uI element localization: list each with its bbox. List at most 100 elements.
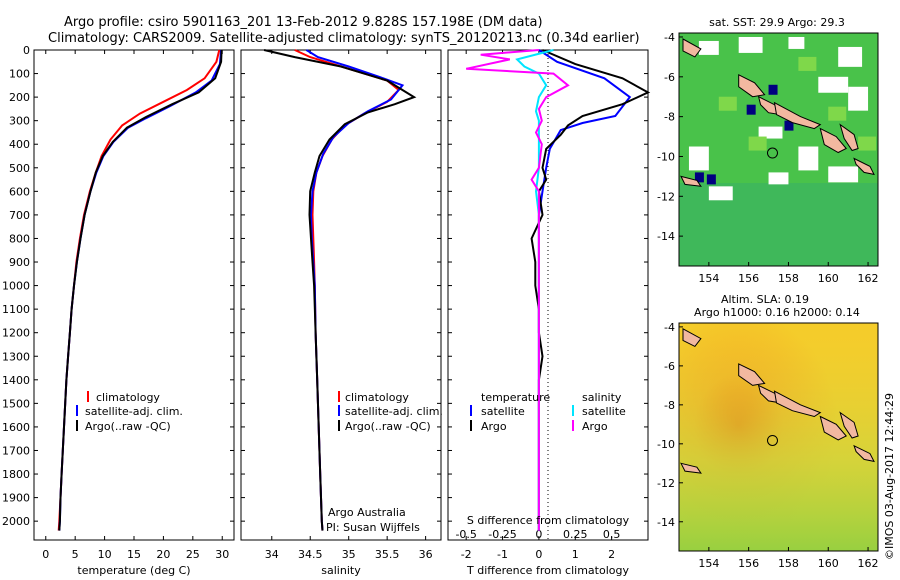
- y-tick-label: 1800: [2, 468, 30, 481]
- legend-swatch-climatology: [87, 391, 89, 402]
- y-tick-label: 1100: [2, 303, 30, 316]
- island-1: [757, 95, 782, 116]
- x-tick-label: 35: [342, 548, 356, 561]
- series-line-t-satellite: [537, 49, 632, 531]
- y-tick-label: 1300: [2, 350, 30, 363]
- legend-swatch-t-satellite: [470, 405, 472, 416]
- t-difference-x-axis: -2 -1 0 1 2: [461, 50, 615, 561]
- figure-title-line2: Climatology: CARS2009. Satellite-adjuste…: [48, 31, 640, 46]
- s-tick-label: 0: [535, 528, 542, 541]
- lon-tick-label: 156: [738, 557, 759, 570]
- island-7: [680, 175, 702, 187]
- cloud-cell: [688, 146, 709, 171]
- x-tick-label: 30: [215, 548, 229, 561]
- sst-map-lon-axis: 154 156 158 160 162: [698, 262, 879, 285]
- legend-argo: Argo(..raw -QC): [345, 420, 431, 433]
- sst-cell: [798, 56, 817, 71]
- cloud-cell: [828, 166, 859, 183]
- difference-panel: -2 -1 0 1 2 -0.5 -0.25 0 0.25 0.5 S difference f…: [447, 49, 651, 577]
- x-tick-label: 1: [572, 548, 579, 561]
- island-0: [738, 73, 766, 98]
- lat-tick-label: -10: [657, 150, 675, 163]
- island-5: [853, 444, 875, 463]
- lon-tick-label: 158: [778, 557, 799, 570]
- sst-cells: [688, 36, 877, 201]
- lat-tick-label: -14: [657, 516, 675, 529]
- lat-tick-label: -6: [664, 71, 675, 84]
- legend-swatch-argo: [76, 420, 78, 431]
- island-4: [839, 123, 859, 152]
- s-difference-xlabel: S difference from climatology: [467, 514, 630, 527]
- sla-map: Altim. SLA: 0.19 Argo h1000: 0.16 h2000:…: [657, 293, 879, 570]
- lat-tick-label: -14: [657, 230, 675, 243]
- y-tick-label: 1700: [2, 444, 30, 457]
- s-tick-label: 0.5: [603, 528, 621, 541]
- x-tick-label: 35.5: [375, 548, 400, 561]
- sst-map-title: sat. SST: 29.9 Argo: 29.3: [709, 16, 845, 29]
- y-tick-label: 300: [9, 115, 30, 128]
- y-tick-label: 1600: [2, 421, 30, 434]
- salinity-axes-frame: [240, 49, 442, 541]
- lon-tick-label: 160: [818, 557, 839, 570]
- x-tick-label: -1: [497, 548, 508, 561]
- lat-tick-label: -8: [664, 111, 675, 124]
- y-tick-label: 1400: [2, 374, 30, 387]
- y-tick-label: 800: [9, 232, 30, 245]
- lat-tick-label: -4: [664, 31, 675, 44]
- legend-t-satellite: satellite: [481, 405, 525, 418]
- y-tick-label: 900: [9, 256, 30, 269]
- lat-tick-label: -6: [664, 360, 675, 373]
- y-tick-label: 1900: [2, 492, 30, 505]
- legend-salinity-title: salinity: [582, 391, 622, 404]
- sst-map: sat. SST: 29.9 Argo: 29.3 -4-6-8-10-12-1: [657, 16, 879, 285]
- y-tick-label: 1000: [2, 280, 30, 293]
- sla-map-title-2: Argo h1000: 0.16 h2000: 0.14: [694, 306, 860, 319]
- figure-title-line1: Argo profile: csiro 5901163_201 13-Feb-2…: [64, 15, 543, 30]
- lon-tick-label: 154: [698, 272, 719, 285]
- legend-swatch-s-satellite: [572, 405, 574, 416]
- island-6: [682, 38, 702, 58]
- lat-tick-label: -10: [657, 438, 675, 451]
- cloud-cell: [838, 46, 863, 67]
- sst-cell: [828, 106, 847, 121]
- depth-axis: 0 100 200 300 400 500 600 700 800 900 1000 1100 1200…: [2, 44, 234, 528]
- island-1: [757, 384, 782, 404]
- x-tick-label: 34: [265, 548, 279, 561]
- s-tick-label: -0.5: [455, 528, 476, 541]
- temperature-legend: climatology satellite-adj. clim. Argo(..…: [76, 391, 183, 433]
- sla-south-gradient: [679, 323, 878, 551]
- x-tick-label: 15: [127, 548, 141, 561]
- x-tick-label: -2: [461, 548, 472, 561]
- sla-map-lat-axis: -4 -6 -8 -10 -12 -14: [657, 321, 683, 529]
- credit-timestamp: ©IMOS 03-Aug-2017 12:44:29: [883, 393, 896, 560]
- legend-swatch-s-argo: [572, 420, 574, 431]
- x-tick-label: 34.5: [298, 548, 323, 561]
- x-tick-label: 10: [98, 548, 112, 561]
- y-tick-label: 600: [9, 185, 30, 198]
- legend-t-argo: Argo: [481, 420, 507, 433]
- difference-series: [465, 49, 651, 531]
- island-6: [682, 327, 702, 348]
- salinity-y-ticks: [241, 49, 441, 522]
- legend-swatch-satellite: [338, 405, 340, 416]
- x-tick-label: 36: [419, 548, 433, 561]
- temperature-xlabel: temperature (deg C): [77, 564, 190, 577]
- y-tick-label: 700: [9, 209, 30, 222]
- annotation-pi: PI: Susan Wijffels: [326, 521, 420, 534]
- series-line-satellite-adj-clim-: [58, 49, 223, 531]
- s-tick-label: 0.25: [563, 528, 588, 541]
- island-2: [773, 101, 822, 130]
- sst-cell: [718, 96, 737, 111]
- warm-anomaly-cell: [746, 104, 756, 115]
- legend-swatch-argo: [338, 420, 340, 431]
- salinity-series: [263, 49, 417, 531]
- sst-cell: [858, 136, 877, 151]
- series-line-satellite-adj-clim-: [305, 49, 405, 531]
- difference-y-ticks: [448, 49, 648, 522]
- t-difference-xlabel: T difference from climatology: [466, 564, 629, 577]
- legend-climatology: climatology: [96, 391, 160, 404]
- x-tick-label: 2: [608, 548, 615, 561]
- x-tick-label: 5: [72, 548, 79, 561]
- legend-swatch-t-argo: [470, 420, 472, 431]
